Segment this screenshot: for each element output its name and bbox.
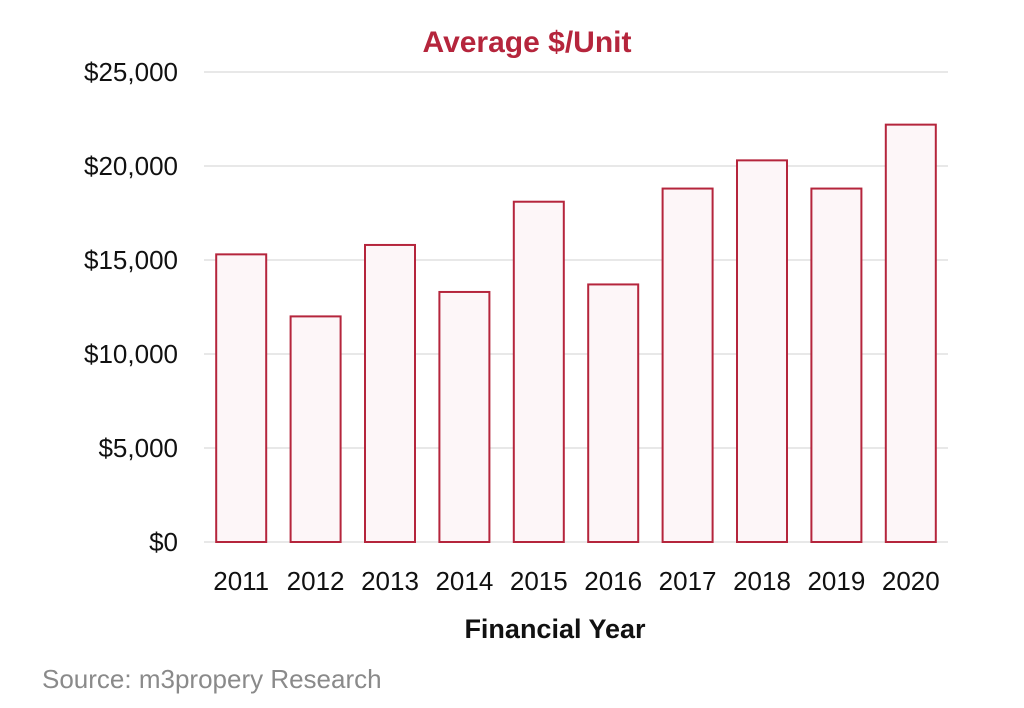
y-tick-label: $15,000 bbox=[84, 245, 178, 275]
x-tick-label: 2016 bbox=[584, 566, 642, 596]
source-note: Source: m3propery Research bbox=[42, 664, 382, 694]
x-tick-label: 2014 bbox=[435, 566, 493, 596]
bar-2016 bbox=[587, 283, 640, 543]
x-tick-label: 2018 bbox=[733, 566, 791, 596]
bar-2019 bbox=[810, 187, 863, 543]
bar-2015 bbox=[512, 200, 565, 543]
y-axis-ticks: $0 $5,000 $10,000 $15,000 $20,000 $25,000 bbox=[84, 57, 178, 557]
bar-2020 bbox=[884, 123, 937, 543]
x-tick-label: 2011 bbox=[213, 566, 269, 596]
x-tick-label: 2017 bbox=[659, 566, 717, 596]
bars bbox=[215, 123, 937, 544]
y-tick-label: $10,000 bbox=[84, 339, 178, 369]
bar-2017 bbox=[661, 187, 714, 543]
y-tick-label: $5,000 bbox=[98, 433, 178, 463]
x-tick-label: 2012 bbox=[287, 566, 345, 596]
x-axis-label: Financial Year bbox=[464, 614, 646, 644]
chart-title: Average $/Unit bbox=[423, 26, 632, 59]
x-tick-label: 2013 bbox=[361, 566, 419, 596]
bar-2018 bbox=[736, 159, 788, 544]
y-tick-label: $20,000 bbox=[84, 151, 178, 181]
x-tick-label: 2020 bbox=[882, 566, 940, 596]
bar-2013 bbox=[364, 243, 416, 544]
x-tick-label: 2015 bbox=[510, 566, 568, 596]
y-tick-label: $25,000 bbox=[84, 57, 178, 87]
x-tick-label: 2019 bbox=[807, 566, 865, 596]
bar-2014 bbox=[438, 290, 491, 543]
bar-2012 bbox=[289, 315, 342, 543]
x-axis-ticks: 2011 2012 2013 2014 2015 2016 2017 2018 2019 2020 bbox=[213, 566, 939, 596]
y-tick-label: $0 bbox=[149, 527, 178, 557]
bar-2011 bbox=[215, 253, 268, 544]
